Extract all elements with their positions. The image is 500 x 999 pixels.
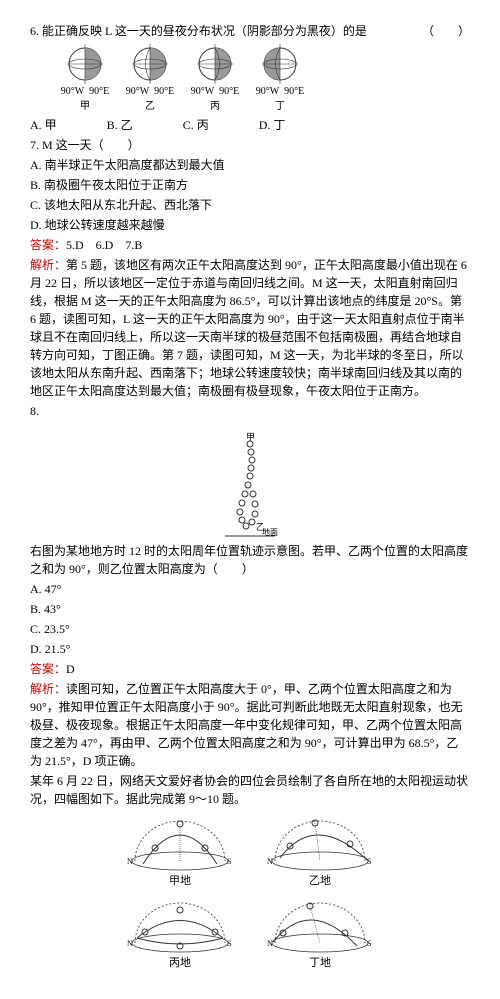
q8-opt-c: C. 23.5° — [30, 620, 470, 638]
q8-opt-b: B. 43° — [30, 600, 470, 618]
stem-910: 某年 6 月 22 日，网络天文爱好者协会的四位会员绘制了各自所在地的太阳视运动… — [30, 772, 470, 808]
q6-text: 6. 能正确反映 L 这一天的昼夜分布状况（阴影部分为黑夜）的是 — [30, 24, 367, 38]
globe-yi: 90°W 90°E 乙 — [125, 44, 175, 114]
q8-stem: 右图为某地地方时 12 时的太阳周年位置轨迹示意图。若甲、乙两个位置的太阳高度之… — [30, 542, 470, 578]
svg-text:N: N — [127, 939, 133, 948]
globe-jia: 90°W 90°E 甲 — [60, 44, 110, 114]
answer-text: 5.D 6.D 7.B — [66, 238, 142, 252]
analysis-text: 第 5 题，该地区有两次正午太阳高度达到 90°，正午太阳高度最小值出现在 6 … — [30, 258, 467, 398]
q6-opt-c: C. 丙 — [183, 116, 209, 134]
globe-bing: 90°W 90°E 丙 — [190, 44, 240, 114]
q8-opt-a: A. 47° — [30, 580, 470, 598]
analysis-8: 解析：读图可知，乙位置正午太阳高度大于 0°，甲、乙两个位置太阳高度之和为 90… — [30, 680, 470, 770]
answer8-text: D — [66, 662, 75, 676]
answers-567: 答案：5.D 6.D 7.B — [30, 236, 470, 254]
svg-text:N: N — [127, 857, 133, 866]
q7-stem: 7. M 这一天（ ） — [30, 136, 470, 154]
q7-opt-a: A. 南半球正午太阳高度都达到最大值 — [30, 156, 470, 174]
analysis8-text: 读图可知，乙位置正午太阳高度大于 0°，甲、乙两个位置太阳高度之和为 90°，推… — [30, 682, 463, 768]
q7-opt-b: B. 南极圈午夜太阳位于正南方 — [30, 176, 470, 194]
answer-label: 答案： — [30, 238, 66, 252]
q6-opt-d: D. 丁 — [259, 116, 286, 134]
dome-bing: N S 丙地 — [125, 898, 235, 972]
analysis8-label: 解析： — [30, 682, 66, 696]
answer-8: 答案：D — [30, 660, 470, 678]
svg-text:S: S — [367, 857, 371, 866]
q6-options: A. 甲 B. 乙 C. 丙 D. 丁 — [30, 116, 470, 134]
q8-opt-d: D. 21.5° — [30, 640, 470, 658]
q7-opt-c: C. 该地太阳从东北升起、西北落下 — [30, 196, 470, 214]
fig-label-jia: 甲 — [246, 432, 255, 442]
q6-globes: 90°W 90°E 甲 90°W 90°E 乙 90°W 90°E 丙 — [60, 44, 470, 114]
q6-stem: 6. 能正确反映 L 这一天的昼夜分布状况（阴影部分为黑夜）的是 （ ） — [30, 22, 470, 40]
q6-opt-a: A. 甲 — [30, 116, 57, 134]
q7-opt-d: D. 地球公转速度越来越慢 — [30, 216, 470, 234]
answer8-label: 答案： — [30, 662, 66, 676]
analysis-567: 解析：第 5 题，该地区有两次正午太阳高度达到 90°，正午太阳高度最小值出现在… — [30, 256, 470, 400]
svg-text:地面: 地面 — [262, 527, 278, 537]
svg-text:N: N — [267, 939, 273, 948]
dome-row-2: N S 丙地 N S 丁地 — [30, 898, 470, 972]
q8-num: 8. — [30, 402, 470, 420]
analemma-figure: 甲 乙 地面 — [30, 430, 470, 540]
dome-ding: N S 丁地 — [265, 898, 375, 972]
dome-jia: N S 甲地 — [125, 816, 235, 890]
dome-row-1: N S 甲地 N S 乙地 — [30, 816, 470, 890]
q6-opt-b: B. 乙 — [107, 116, 133, 134]
globe-ding: 90°W 90°E 丁 — [255, 44, 305, 114]
svg-text:S: S — [227, 857, 231, 866]
analysis-label: 解析： — [30, 258, 66, 272]
dome-yi: N S 乙地 — [265, 816, 375, 890]
svg-text:S: S — [227, 939, 231, 948]
svg-text:S: S — [367, 939, 371, 948]
q6-paren: （ ） — [422, 22, 470, 40]
svg-text:N: N — [267, 857, 273, 866]
